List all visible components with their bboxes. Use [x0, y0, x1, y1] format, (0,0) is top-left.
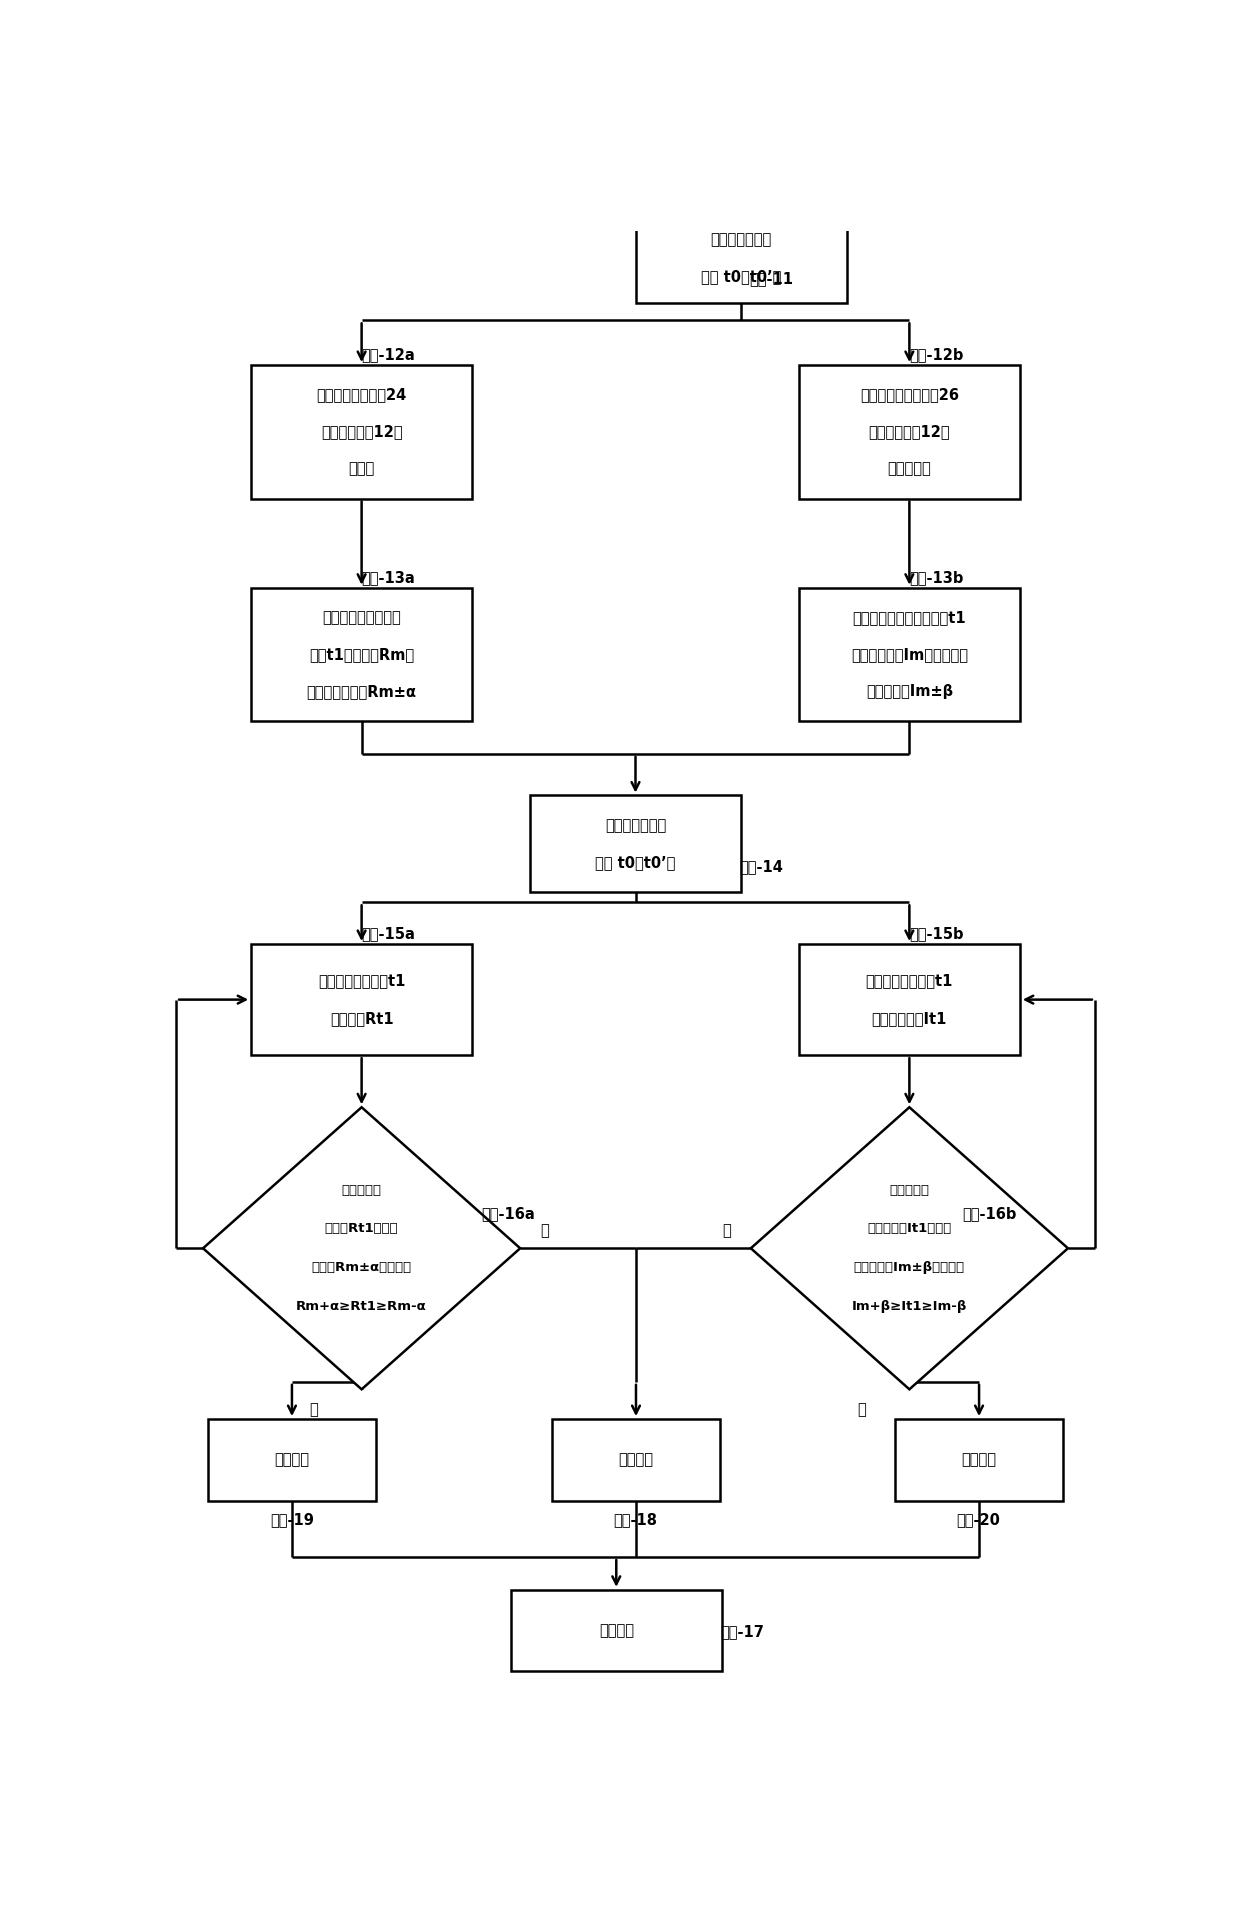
Bar [529, 796, 742, 893]
Text: 否: 否 [723, 1222, 732, 1238]
Text: 步骤-15a: 步骤-15a [362, 925, 415, 941]
Text: 步骤-12b: 步骤-12b [909, 347, 963, 362]
Text: 步骤-16b: 步骤-16b [962, 1207, 1017, 1222]
Text: 时点t1的旋转量Rm、: 时点t1的旋转量Rm、 [309, 648, 414, 661]
Text: 步骤-16a: 步骤-16a [481, 1207, 536, 1222]
Bar [552, 1419, 720, 1500]
Text: 旋转量Rm±α进行比较: 旋转量Rm±α进行比较 [311, 1261, 412, 1274]
Bar [250, 945, 472, 1055]
Text: 检测离合动作时点t1: 检测离合动作时点t1 [866, 974, 954, 989]
Bar [250, 588, 472, 721]
Text: 检测离合动作时点t1: 检测离合动作时点t1 [317, 974, 405, 989]
Bar [511, 1591, 722, 1672]
Text: 开始 t0（t0’）: 开始 t0（t0’） [595, 854, 676, 870]
Bar [635, 214, 847, 303]
Text: 负荷电流値: 负荷电流値 [888, 461, 931, 476]
Text: 将检测出的: 将检测出的 [889, 1184, 930, 1197]
Text: 设定目标旋转量Rm±α: 设定目标旋转量Rm±α [306, 684, 417, 700]
Text: 是: 是 [857, 1402, 866, 1417]
Text: 步骤-11: 步骤-11 [749, 272, 792, 287]
Text: 步骤-20: 步骤-20 [956, 1512, 1001, 1527]
Text: 步骤-17: 步骤-17 [720, 1623, 764, 1639]
Polygon shape [203, 1107, 521, 1390]
Bar [799, 588, 1019, 721]
Text: 步骤-14: 步骤-14 [739, 860, 784, 873]
Bar [799, 945, 1019, 1055]
Text: Rm+α≥Rt1≥Rm-α: Rm+α≥Rt1≥Rm-α [296, 1299, 427, 1313]
Text: 的旋转量Rt1: 的旋转量Rt1 [330, 1010, 393, 1026]
Bar [250, 364, 472, 499]
Text: 旋转量: 旋转量 [348, 461, 374, 476]
Text: 由旋转量检测单元24: 由旋转量检测单元24 [316, 388, 407, 403]
Bar [895, 1419, 1063, 1500]
Text: 不良判定: 不良判定 [961, 1452, 997, 1467]
Text: 最初的螺钉拧紧: 最初的螺钉拧紧 [711, 231, 771, 247]
Text: Im+β≥It1≥Im-β: Im+β≥It1≥Im-β [852, 1299, 967, 1313]
Text: 的负荷电流値It1: 的负荷电流値It1 [872, 1010, 947, 1026]
Text: 由负荷电流检测单元26: 由负荷电流检测单元26 [859, 388, 959, 403]
Text: 步骤-15b: 步骤-15b [909, 925, 963, 941]
Text: 否: 否 [539, 1222, 548, 1238]
Text: 步骤-13b: 步骤-13b [909, 571, 963, 584]
Text: 检测并记录离合动作时点t1: 检测并记录离合动作时点t1 [853, 609, 966, 625]
Text: 步骤-18: 步骤-18 [614, 1512, 657, 1527]
Text: 不良判定: 不良判定 [274, 1452, 310, 1467]
Text: 负荷电流値Im±β: 负荷电流値Im±β [866, 684, 954, 700]
Text: 适当判定: 适当判定 [599, 1623, 634, 1639]
Text: 的负荷电流値Im、设定目标: 的负荷电流値Im、设定目标 [851, 648, 968, 661]
Text: 不良判定: 不良判定 [619, 1452, 653, 1467]
Text: 螺钉拧紧作业的: 螺钉拧紧作业的 [605, 817, 666, 833]
Text: 步骤-19: 步骤-19 [270, 1512, 315, 1527]
Text: 负荷电流値It1与目标: 负荷电流値It1与目标 [867, 1222, 951, 1236]
Text: 检测电动马达12的: 检测电动马达12的 [321, 424, 403, 440]
Polygon shape [751, 1107, 1068, 1390]
Text: 开始 t0（t0’）: 开始 t0（t0’） [701, 270, 781, 283]
Bar [208, 1419, 376, 1500]
Bar [799, 364, 1019, 499]
Text: 步骤-12a: 步骤-12a [362, 347, 415, 362]
Text: 检测并记录离合动作: 检测并记录离合动作 [322, 609, 401, 625]
Text: 旋转量Rt1与目标: 旋转量Rt1与目标 [325, 1222, 398, 1236]
Text: 是: 是 [309, 1402, 317, 1417]
Text: 负荷电流値Im±β进行比较: 负荷电流値Im±β进行比较 [854, 1261, 965, 1274]
Text: 步骤-13a: 步骤-13a [362, 571, 415, 584]
Text: 将检测出的: 将检测出的 [341, 1184, 382, 1197]
Text: 检测电动马达12的: 检测电动马达12的 [868, 424, 950, 440]
